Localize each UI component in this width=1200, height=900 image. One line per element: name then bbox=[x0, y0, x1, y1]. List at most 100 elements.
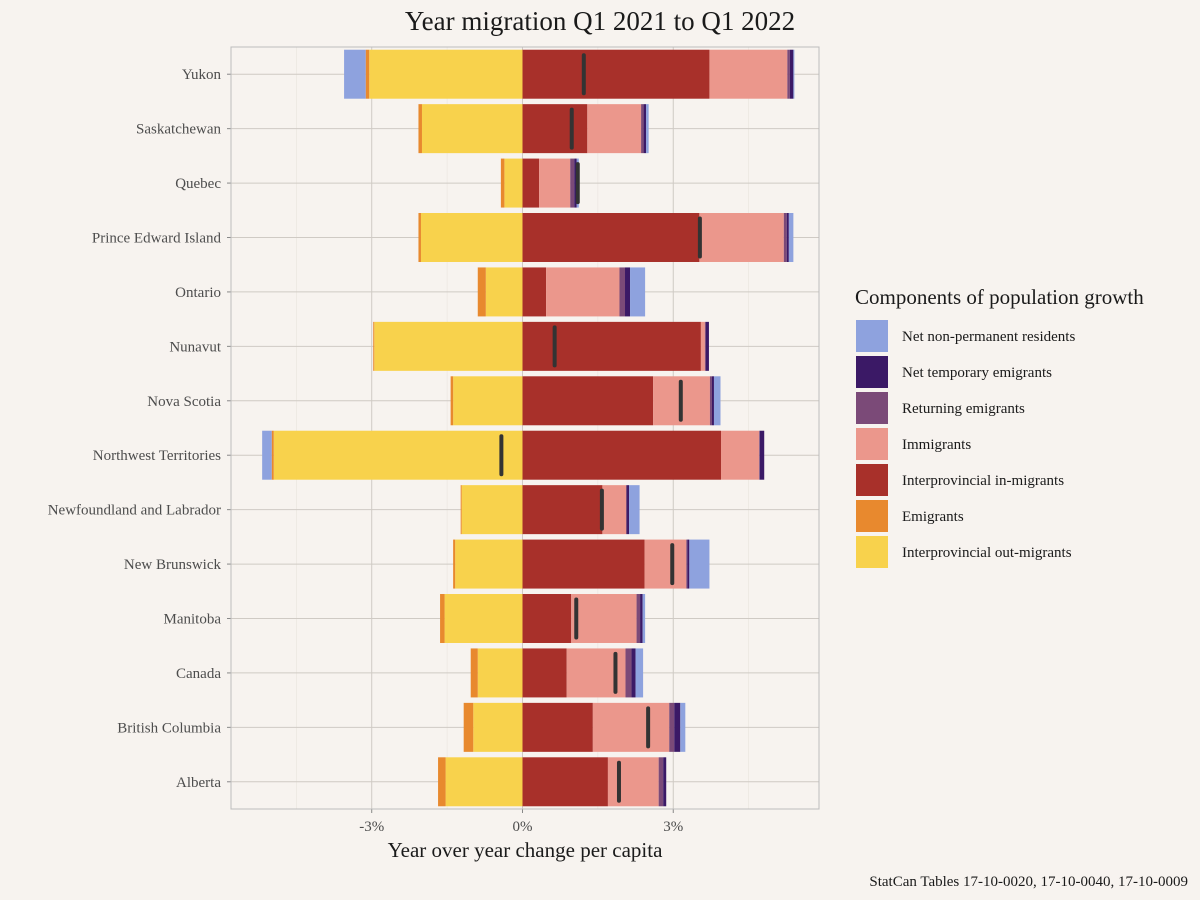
bar-segment bbox=[635, 648, 644, 698]
bar-segment bbox=[788, 213, 794, 262]
bar-segment bbox=[477, 648, 523, 698]
bar-segment bbox=[570, 158, 575, 208]
bar-segment bbox=[759, 430, 760, 480]
legend-swatch bbox=[856, 428, 888, 460]
bar-segment bbox=[522, 267, 547, 317]
bar-segment bbox=[455, 539, 523, 589]
bar-segment bbox=[522, 702, 593, 752]
bar-segment bbox=[574, 158, 577, 208]
bar-segment bbox=[522, 376, 654, 426]
bar-segment bbox=[704, 321, 706, 371]
y-tick-label: Alberta bbox=[176, 775, 221, 791]
bar-segment bbox=[592, 702, 670, 752]
bar-segment bbox=[721, 430, 760, 480]
bar-segment bbox=[438, 757, 446, 807]
x-axis-title: Year over year change per capita bbox=[388, 838, 663, 862]
y-tick-label: Yukon bbox=[182, 67, 222, 83]
legend-swatch bbox=[856, 392, 888, 424]
bar-segment bbox=[539, 158, 571, 208]
bar-segment bbox=[522, 158, 540, 208]
bar-segment bbox=[460, 485, 462, 535]
bar-segment bbox=[709, 49, 788, 99]
y-tick-label: Saskatchewan bbox=[136, 122, 221, 138]
y-tick-label: Newfoundland and Labrador bbox=[48, 503, 221, 519]
bar-segment bbox=[440, 594, 445, 643]
bar-segment bbox=[262, 430, 272, 480]
bar-segment bbox=[271, 430, 274, 480]
bar-segment bbox=[640, 594, 643, 643]
bar-segment bbox=[786, 213, 789, 262]
bar-segment bbox=[522, 648, 567, 698]
legend: Net non-permanent residents Net temporary… bbox=[856, 320, 1075, 568]
bar-segment bbox=[625, 648, 632, 698]
bar-segment bbox=[571, 594, 637, 643]
bar-segment bbox=[636, 594, 641, 643]
y-tick-label: Nova Scotia bbox=[147, 394, 221, 410]
chart-title: Year migration Q1 2021 to Q1 2022 bbox=[405, 6, 795, 36]
bar-segment bbox=[504, 158, 523, 208]
bar-segment bbox=[418, 104, 422, 154]
bar-segment bbox=[365, 49, 370, 99]
net-change-markers bbox=[499, 53, 702, 803]
bar-segment bbox=[453, 539, 456, 589]
bar-segment bbox=[374, 321, 523, 371]
y-tick-label: Northwest Territories bbox=[93, 448, 221, 464]
bar-segment bbox=[630, 267, 646, 317]
legend-swatch bbox=[856, 356, 888, 388]
bar-segment bbox=[522, 594, 572, 643]
bars bbox=[262, 49, 795, 807]
legend-label: Interprovincial in-migrants bbox=[902, 473, 1064, 489]
legend-label: Immigrants bbox=[902, 437, 971, 453]
bar-segment bbox=[674, 702, 681, 752]
bar-segment bbox=[450, 376, 454, 426]
bar-segment bbox=[705, 321, 709, 371]
legend-swatch bbox=[856, 500, 888, 532]
bar-segment bbox=[485, 267, 523, 317]
bar-segment bbox=[699, 213, 784, 262]
bar-segment bbox=[444, 594, 523, 643]
y-tick-label: Nunavut bbox=[169, 339, 221, 355]
legend-label: Returning emigrants bbox=[902, 401, 1025, 417]
bar-segment bbox=[522, 539, 645, 589]
bar-segment bbox=[522, 485, 603, 535]
bar-segment bbox=[680, 702, 686, 752]
bar-segment bbox=[453, 376, 523, 426]
legend-swatch bbox=[856, 320, 888, 352]
bar-segment bbox=[522, 49, 710, 99]
bar-segment bbox=[759, 430, 765, 480]
bar-segment bbox=[789, 49, 794, 99]
y-tick-label: New Brunswick bbox=[124, 557, 222, 573]
bar-segment bbox=[369, 49, 523, 99]
bar-segment bbox=[418, 213, 421, 262]
y-tick-label: British Columbia bbox=[117, 720, 221, 736]
bar-segment bbox=[273, 430, 523, 480]
bar-segment bbox=[445, 757, 523, 807]
bar-segment bbox=[713, 376, 721, 426]
bar-segment bbox=[522, 104, 588, 154]
y-tick-label: Quebec bbox=[175, 176, 221, 192]
bar-segment bbox=[686, 539, 688, 589]
bar-segment bbox=[477, 267, 486, 317]
bar-segment bbox=[643, 104, 647, 154]
bar-segment bbox=[646, 104, 649, 154]
panel-border bbox=[230, 46, 820, 810]
bar-segment bbox=[687, 539, 690, 589]
legend-label: Interprovincial out-migrants bbox=[902, 545, 1072, 561]
bar-segment bbox=[669, 702, 675, 752]
bar-segment bbox=[625, 267, 631, 317]
bar-segment bbox=[470, 648, 478, 698]
bar-segment bbox=[787, 49, 790, 99]
bar-segment bbox=[689, 539, 710, 589]
bar-segment bbox=[709, 376, 712, 426]
bar-segment bbox=[373, 321, 375, 371]
bar-segment bbox=[658, 757, 664, 807]
bar-segment bbox=[587, 104, 642, 154]
y-tick-label: Canada bbox=[176, 666, 221, 682]
x-tick-label: 0% bbox=[512, 819, 532, 835]
bar-segment bbox=[522, 757, 608, 807]
bar-segment bbox=[522, 430, 721, 480]
bar-segment bbox=[641, 104, 644, 154]
legend-swatch bbox=[856, 464, 888, 496]
bar-segment bbox=[700, 321, 705, 371]
